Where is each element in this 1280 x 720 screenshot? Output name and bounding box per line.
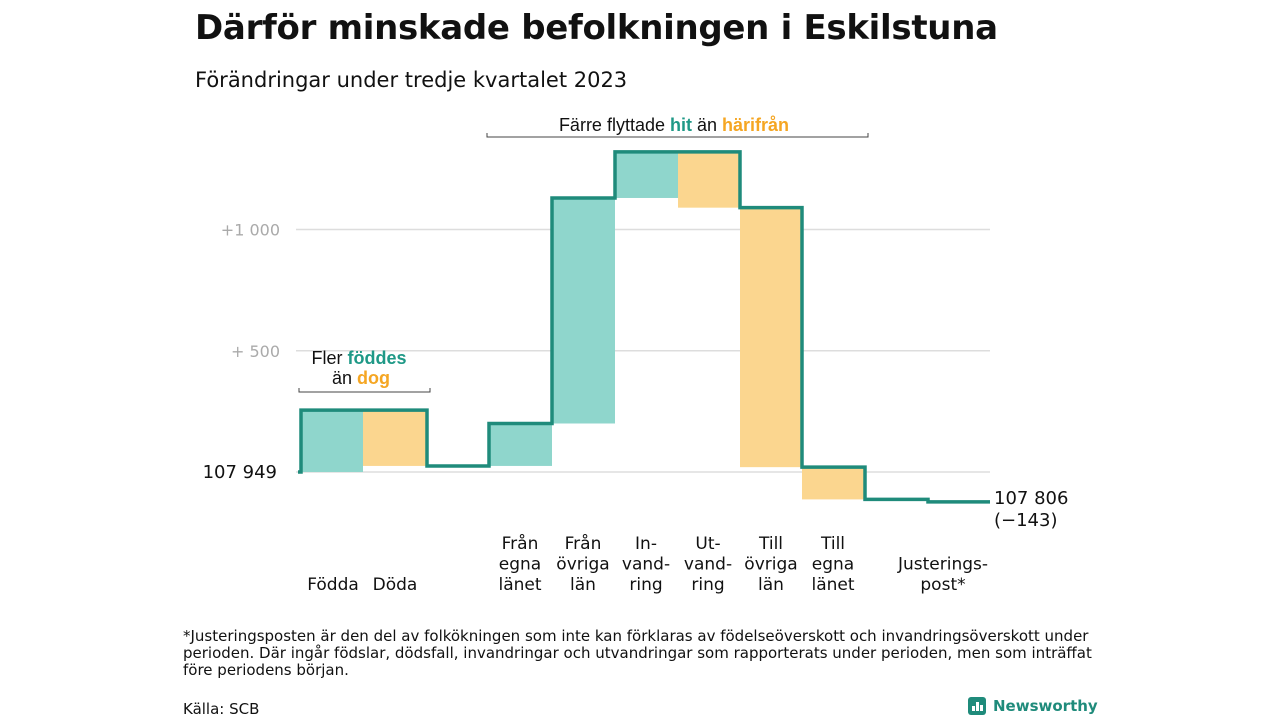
bar-döda: [363, 410, 427, 466]
chart-title: Därför minskade befolkningen i Eskilstun…: [195, 8, 998, 48]
category-label: post*: [920, 575, 965, 595]
category-label: ring: [629, 575, 662, 595]
category-label: vand-: [622, 555, 670, 575]
category-label: län: [570, 575, 596, 595]
births-annotation-highlight-out: dog: [357, 368, 390, 388]
baseline-value-label: 107 949: [203, 462, 277, 483]
bar-födda: [301, 410, 363, 472]
bar-utvandring: [678, 151, 740, 208]
migration-annotation-highlight-in: hit: [670, 115, 692, 135]
births-annotation-bracket: [298, 388, 431, 393]
migration-annotation-middle: än: [692, 115, 722, 135]
category-label: Till: [820, 534, 845, 554]
bar-till-övriga-län: [740, 207, 802, 468]
births-annotation-highlight-in: föddes: [347, 348, 406, 368]
category-label: Från: [502, 533, 539, 554]
category-label: Till: [758, 534, 783, 554]
bar-invandring: [615, 151, 678, 198]
category-label: län: [758, 575, 784, 595]
category-label: länet: [498, 575, 541, 595]
end-change-label: (−143): [994, 510, 1057, 531]
category-label: ring: [691, 575, 724, 595]
category-label: övriga: [556, 555, 609, 575]
migration-annotation-prefix: Färre flyttade: [559, 115, 670, 135]
running-total-line: [298, 150, 990, 504]
category-label: In-: [635, 534, 657, 554]
category-label: Döda: [373, 575, 418, 595]
y-tick-label: +1 000: [221, 221, 280, 240]
bar-chart-icon: [968, 697, 986, 715]
waterfall-chart: + 500 +1 000 107 949 107 806(−143) Födda Döda…: [203, 115, 1069, 595]
category-label: Födda: [307, 575, 359, 595]
migration-annotation: Färre flyttade hit än härifrån: [559, 115, 789, 135]
source-label: Källa: SCB: [183, 700, 260, 718]
category-label: länet: [811, 575, 854, 595]
births-annotation-prefix: Fler: [311, 348, 347, 368]
category-label: Justerings-: [897, 555, 988, 575]
newsworthy-logo: Newsworthy: [968, 697, 1098, 715]
y-tick-label: + 500: [231, 342, 280, 361]
category-label: Från: [565, 533, 602, 554]
footnote: *Justeringsposten är den del av folkökni…: [183, 627, 1092, 679]
births-annotation-middle: än: [332, 368, 357, 388]
category-label: Ut-: [695, 534, 720, 554]
brand-name: Newsworthy: [993, 697, 1098, 715]
births-annotation-line2: än dog: [332, 368, 390, 388]
category-label: övriga: [744, 555, 797, 575]
category-label: vand-: [684, 555, 732, 575]
chart-subtitle: Förändringar under tredje kvartalet 2023: [195, 68, 628, 92]
bar-till-egna-länet: [802, 467, 865, 500]
bar-från-övriga-län: [552, 197, 615, 424]
category-label: egna: [499, 555, 541, 575]
end-value-label: 107 806: [994, 488, 1068, 509]
births-annotation-line1: Fler föddes: [311, 348, 406, 368]
migration-annotation-highlight-out: härifrån: [722, 115, 789, 135]
migration-annotation-bracket: [486, 133, 869, 138]
bar-från-egna-länet: [489, 423, 552, 466]
category-label: egna: [812, 555, 854, 575]
